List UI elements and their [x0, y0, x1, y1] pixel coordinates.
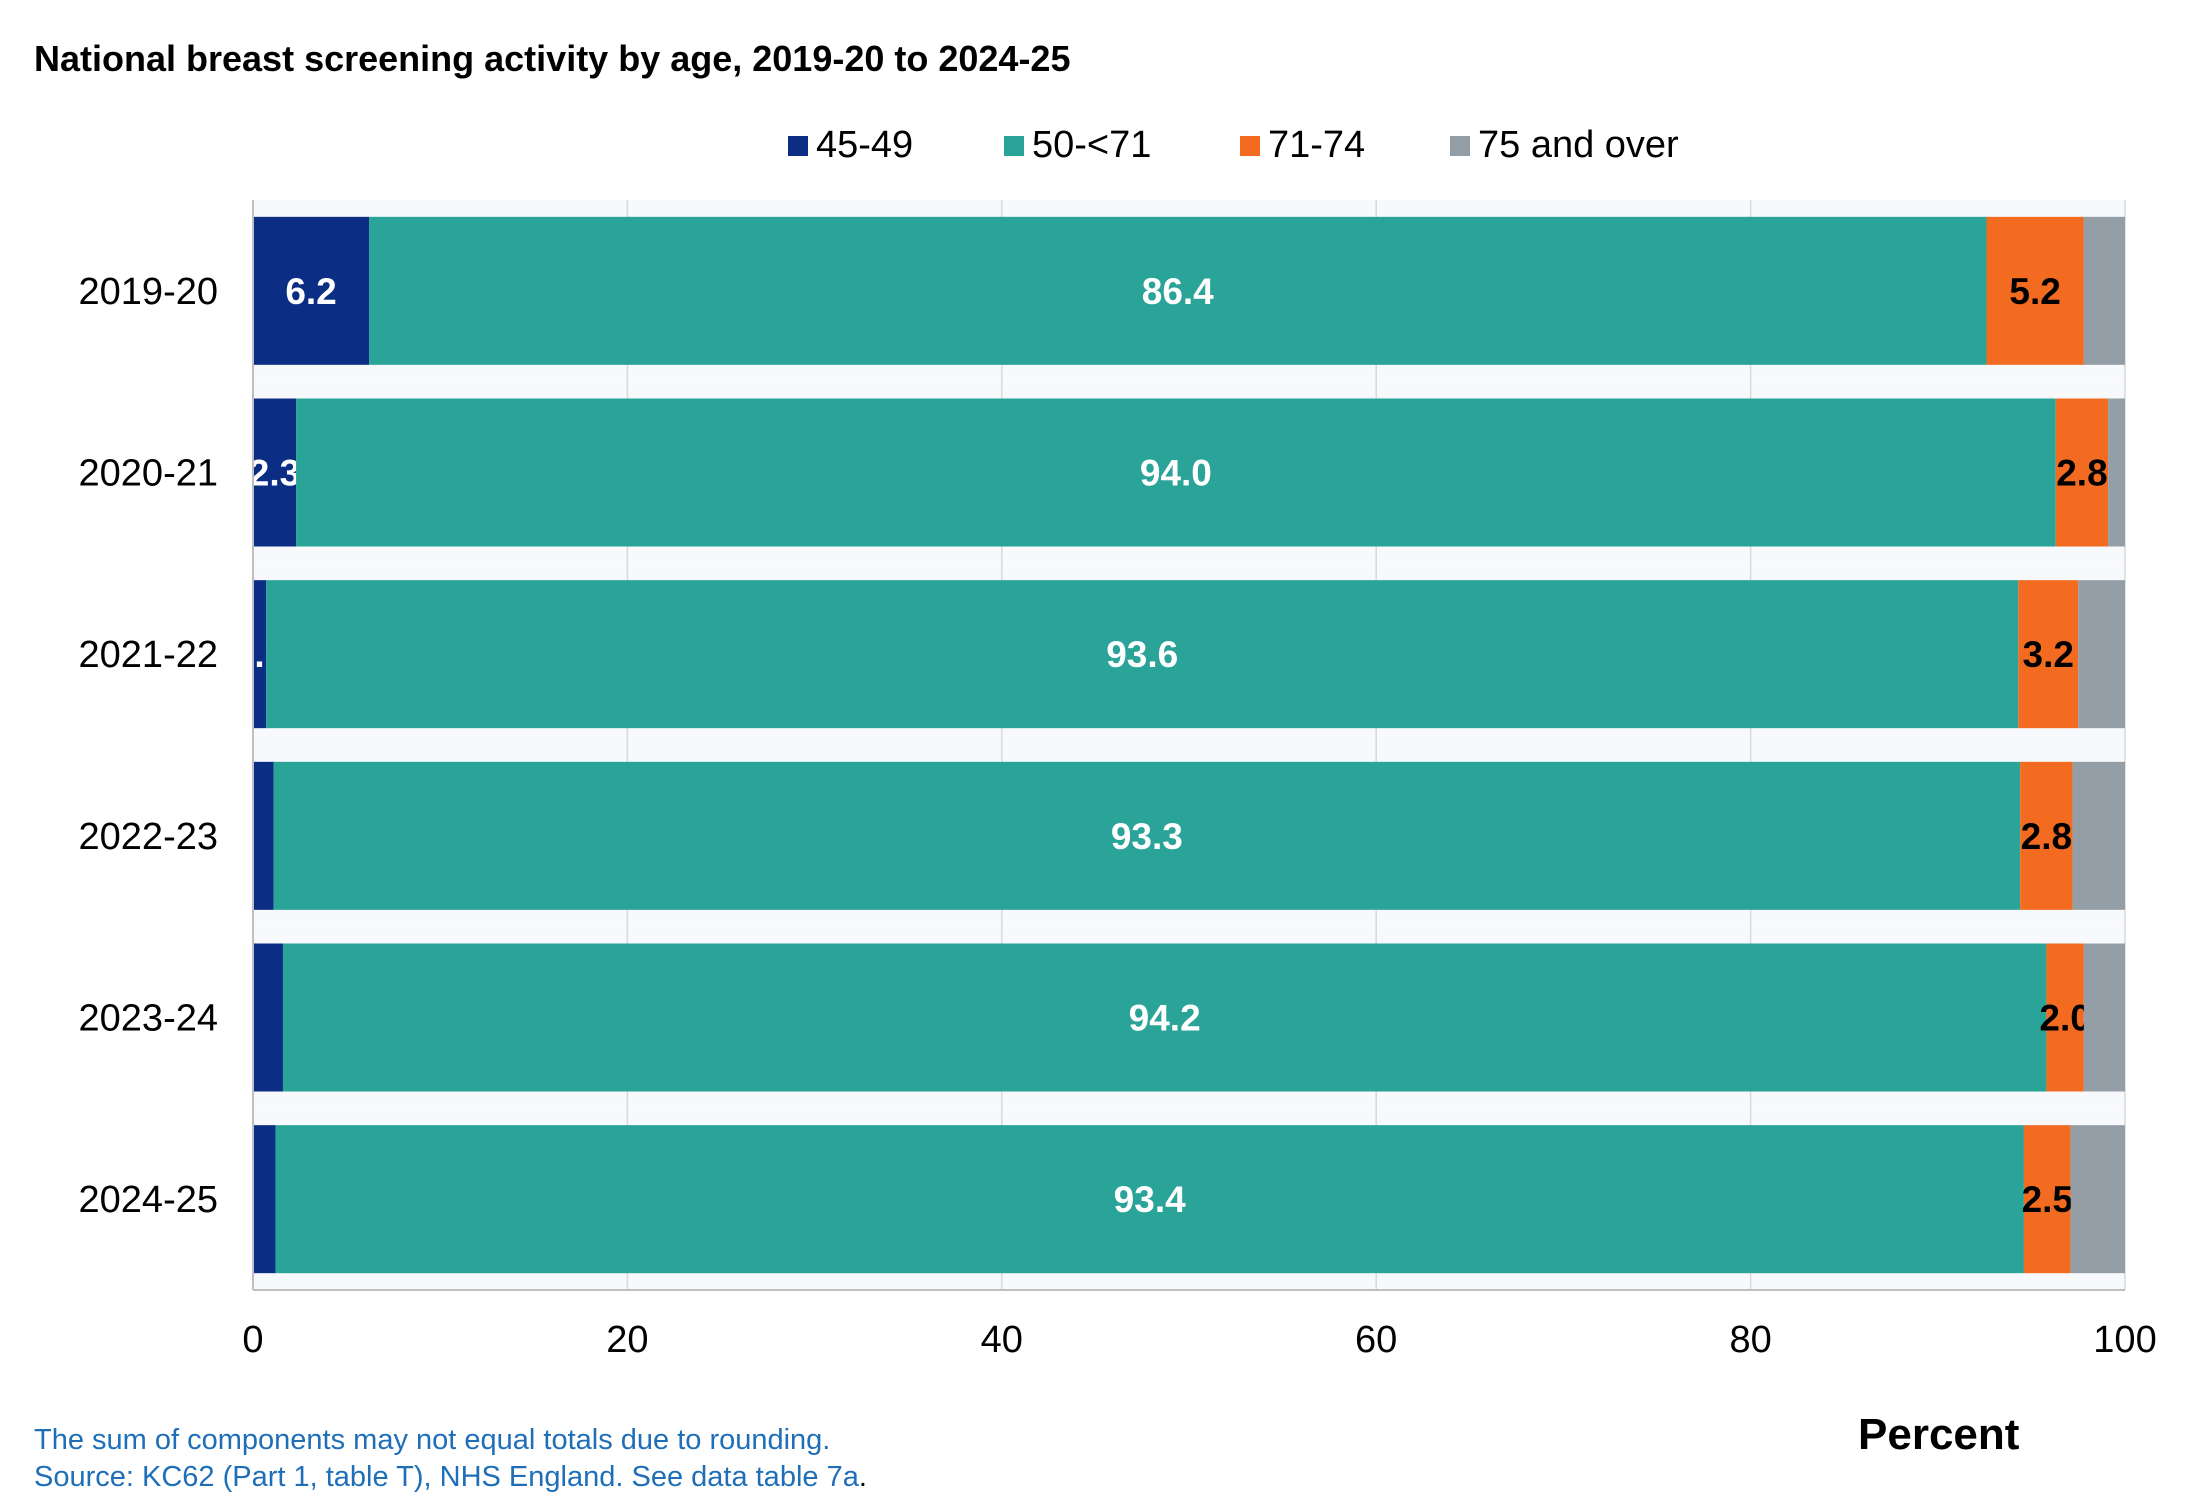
bar-segment: [275, 1125, 2024, 1274]
data-label: 93.3: [1111, 816, 1183, 857]
bar-segment: [2083, 943, 2125, 1092]
legend-swatch: [1004, 135, 1024, 156]
footnote-source-period: .: [858, 1461, 867, 1493]
y-category-label: 2024-25: [79, 1179, 218, 1221]
legend-label: 45-49: [816, 124, 914, 166]
footnote-rounding-note: The sum of components may not equal tota…: [34, 1424, 831, 1456]
legend-swatch: [788, 135, 808, 156]
legend-label: 71-74: [1268, 124, 1366, 166]
legend-item-50-71: 50-<71: [1004, 124, 1151, 167]
data-label: 86.4: [1142, 271, 1214, 312]
bar-segment: [273, 761, 2021, 910]
data-label: 94.0: [1140, 453, 1212, 494]
bar-segment: [2055, 398, 2109, 547]
bar-segment: [282, 943, 2047, 1092]
bar-segment: [2108, 398, 2125, 547]
bar-segment: [369, 216, 1987, 365]
data-label: 94.2: [1129, 998, 1201, 1039]
bar-segment: [2083, 216, 2125, 365]
y-category-label: 2023-24: [79, 998, 218, 1040]
data-label: 5.2: [2009, 271, 2060, 312]
x-tick-label: 0: [242, 1319, 263, 1361]
bar-segment: [2023, 1125, 2071, 1274]
bar-segment: [253, 398, 297, 547]
bar-segment: [2046, 943, 2084, 1092]
x-tick-label: 20: [606, 1319, 648, 1361]
bar-segment: [1986, 216, 2084, 365]
data-label: 2.5: [2022, 1179, 2073, 1220]
x-tick-label: 40: [981, 1319, 1023, 1361]
y-category-label: 2021-22: [79, 634, 218, 676]
bar-segment: [253, 943, 283, 1092]
data-label: 2.0: [2039, 998, 2090, 1039]
data-label: 93.4: [1114, 1179, 1186, 1220]
bar-segment: [253, 216, 370, 365]
bar-segment: [2018, 580, 2079, 729]
bar-segment: [2072, 761, 2125, 910]
data-label: 6.2: [285, 271, 336, 312]
data-label: 2.3: [249, 453, 300, 494]
legend-label: 75 and over: [1478, 124, 1679, 166]
footnote-source-text: Source: KC62 (Part 1, table T), NHS Engl…: [34, 1461, 859, 1493]
bar-segment: [2070, 1125, 2125, 1274]
bar-segment: [2020, 761, 2073, 910]
bar-segment: [253, 761, 274, 910]
bar-segment: [2078, 580, 2125, 729]
bar-segment: [253, 580, 267, 729]
footnote: The sum of components may not equal tota…: [34, 1422, 867, 1496]
bar-segment: [266, 580, 2019, 729]
legend-item-75-and-over: 75 and over: [1450, 124, 1679, 167]
data-label: 2.8: [2056, 453, 2107, 494]
legend-item-71-74: 71-74: [1240, 124, 1365, 167]
y-category-label: 2019-20: [79, 271, 218, 313]
x-tick-label: 60: [1355, 1319, 1397, 1361]
data-label: 3.2: [2023, 634, 2074, 675]
bar-segment: [296, 398, 2056, 547]
y-category-label: 2020-21: [79, 453, 218, 495]
bar-segment: [253, 1125, 276, 1274]
legend-item-45-49: 45-49: [788, 124, 913, 167]
data-label: 2.8: [2021, 816, 2072, 857]
legend-swatch: [1450, 135, 1470, 156]
legend: 45-49 50-<71 71-74 75 and over: [0, 124, 2205, 174]
legend-swatch: [1240, 135, 1260, 156]
y-category-label: 2022-23: [79, 816, 218, 858]
legend-label: 50-<71: [1032, 124, 1152, 166]
data-label: 93.6: [1106, 634, 1178, 675]
footnote-source: Source: KC62 (Part 1, table T), NHS Engl…: [34, 1459, 867, 1496]
x-tick-label: 100: [2093, 1319, 2156, 1361]
chart-title: National breast screening activity by ag…: [34, 38, 1071, 79]
x-axis-title: Percent: [1858, 1410, 2020, 1459]
x-tick-label: 80: [1729, 1319, 1771, 1361]
